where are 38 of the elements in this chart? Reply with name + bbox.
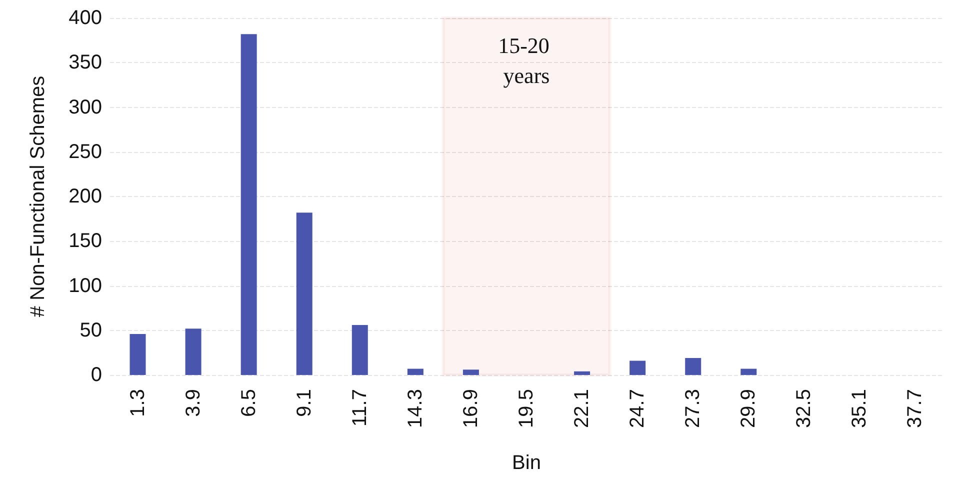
y-tick-label: 250 — [68, 140, 102, 163]
y-axis-title: # Non-Functional Schemes — [27, 76, 49, 318]
y-tick-label: 100 — [68, 274, 102, 297]
bar — [296, 212, 312, 375]
bar — [630, 360, 646, 375]
bar — [462, 370, 479, 375]
x-tick-label: 24.7 — [626, 389, 649, 428]
bar — [352, 325, 368, 375]
x-tick-label: 19.5 — [516, 389, 538, 428]
bar — [185, 328, 202, 375]
x-tick-label: 37.7 — [904, 389, 926, 428]
x-tick-label: 3.9 — [182, 389, 204, 417]
bar — [130, 334, 146, 375]
y-tick-label: 300 — [68, 96, 102, 118]
x-tick-label: 29.9 — [738, 389, 760, 428]
y-tick-label: 400 — [68, 7, 102, 29]
y-tick-label: 0 — [90, 364, 102, 386]
band-label: 15-20 years — [498, 33, 555, 88]
y-tick-label: 350 — [68, 52, 102, 74]
bar — [574, 371, 590, 375]
x-tick-label: 6.5 — [238, 389, 260, 417]
x-tick-label: 11.7 — [348, 389, 371, 426]
x-tick-label: 27.3 — [682, 389, 704, 428]
bar — [407, 368, 424, 375]
x-axis-title: Bin — [512, 452, 541, 474]
x-tick-label: 16.9 — [460, 389, 482, 428]
x-tick-label: 22.1 — [571, 389, 594, 428]
x-tick-label: 9.1 — [293, 389, 316, 417]
x-tick-label: 35.1 — [848, 389, 871, 428]
y-tick-label: 150 — [68, 230, 102, 252]
y-tick-label: 50 — [80, 319, 102, 342]
y-tick-label: 200 — [68, 186, 102, 208]
bar — [240, 34, 257, 375]
x-tick-label: 1.3 — [126, 389, 149, 417]
x-tick-label: 14.3 — [404, 389, 426, 428]
bar — [740, 368, 757, 375]
bar — [685, 358, 702, 375]
x-tick-label: 32.5 — [793, 389, 816, 428]
